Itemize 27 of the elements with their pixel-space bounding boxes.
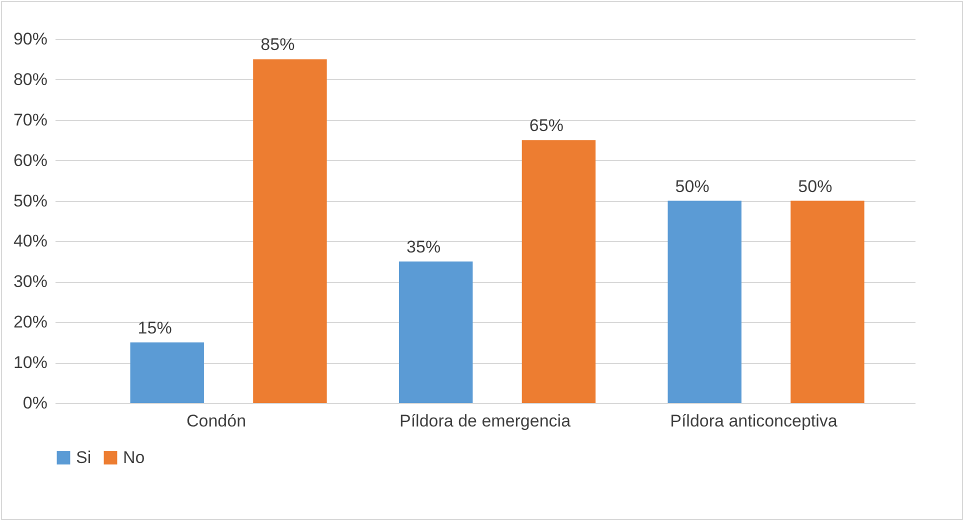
bar xyxy=(668,200,742,403)
legend-label: No xyxy=(123,448,145,467)
y-tick-label: 30% xyxy=(13,272,48,292)
y-tick-label: 90% xyxy=(13,30,48,48)
data-label: 50% xyxy=(798,176,832,196)
data-label: 65% xyxy=(529,116,564,136)
y-tick-label: 80% xyxy=(13,70,48,89)
x-tick-label: Píldora de emergencia xyxy=(399,412,572,430)
data-label: 85% xyxy=(260,35,295,54)
x-tick-label: Píldora anticonceptiva xyxy=(670,412,838,430)
bar xyxy=(253,59,327,403)
y-tick-label: 70% xyxy=(13,110,48,130)
bar xyxy=(130,342,204,403)
y-tick-label: 40% xyxy=(13,232,48,251)
data-label: 35% xyxy=(406,237,441,256)
legend-label: Si xyxy=(76,448,92,467)
y-tick-label: 50% xyxy=(13,191,48,210)
y-tick-label: 10% xyxy=(13,353,48,372)
x-tick-label: Condón xyxy=(186,412,246,430)
bar xyxy=(790,200,864,403)
bar xyxy=(522,140,596,403)
bar xyxy=(399,261,473,403)
y-tick-label: 0% xyxy=(22,394,48,412)
y-tick-label: 20% xyxy=(13,312,48,332)
y-tick-label: 60% xyxy=(13,150,48,170)
data-label: 50% xyxy=(675,176,710,196)
data-label: 15% xyxy=(138,318,172,338)
